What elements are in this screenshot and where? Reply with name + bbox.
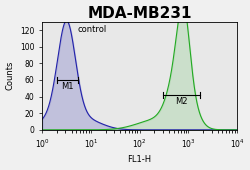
Y-axis label: Counts: Counts <box>6 61 15 90</box>
X-axis label: FL1-H: FL1-H <box>128 155 152 164</box>
Title: MDA-MB231: MDA-MB231 <box>88 6 192 21</box>
Text: M1: M1 <box>61 82 74 91</box>
Text: M2: M2 <box>175 97 187 106</box>
Text: control: control <box>77 25 106 34</box>
